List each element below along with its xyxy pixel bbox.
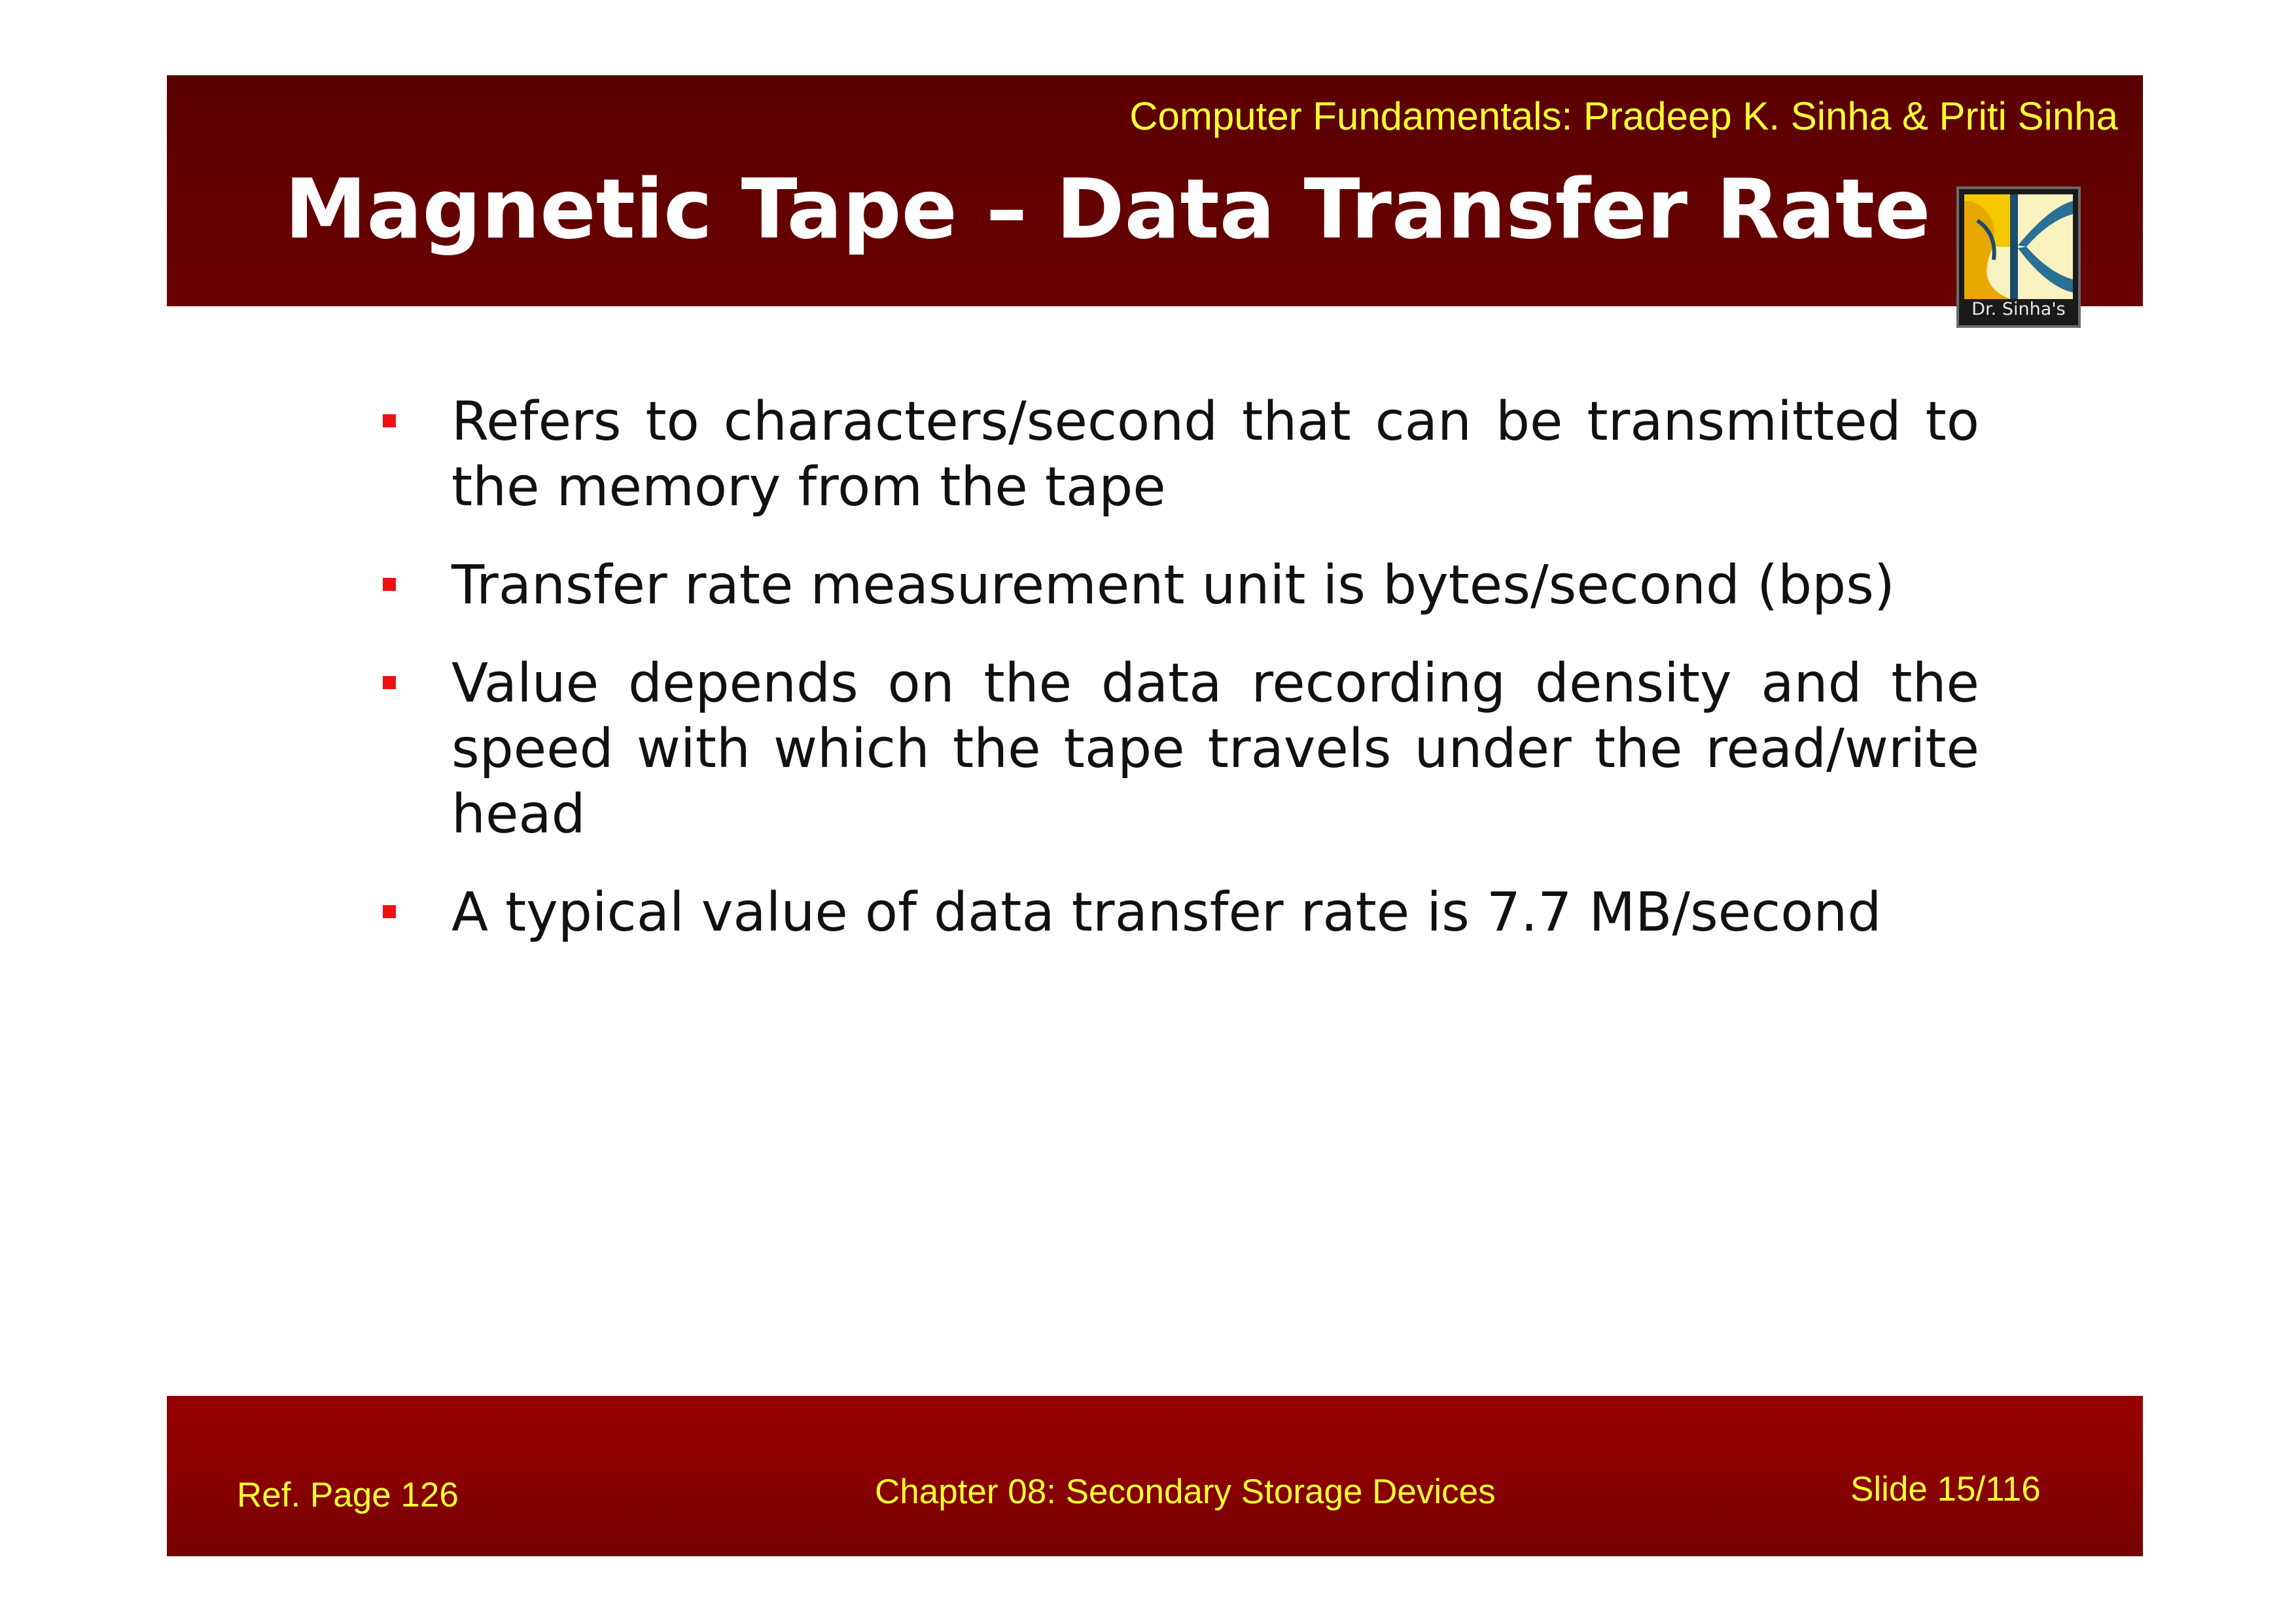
slide-footer: Ref. Page 126 Chapter 08: Secondary Stor… (167, 1396, 2143, 1556)
logo-emblem-icon (1964, 194, 2073, 299)
bullet-item: Value depends on the data recording dens… (376, 651, 1979, 847)
bullet-item: A typical value of data transfer rate is… (376, 880, 1979, 946)
slide-title: Magnetic Tape – Data Transfer Rate (285, 161, 1931, 257)
bullet-square-icon (383, 905, 396, 918)
book-credit: Computer Fundamentals: Pradeep K. Sinha … (1129, 94, 2118, 138)
slide-header: Computer Fundamentals: Pradeep K. Sinha … (167, 75, 2143, 306)
reference-page: Ref. Page 126 (237, 1476, 459, 1514)
bullet-square-icon (383, 676, 396, 689)
bullet-square-icon (383, 578, 396, 591)
bullet-text: Transfer rate measurement unit is bytes/… (451, 554, 1895, 616)
bullet-text: A typical value of data transfer rate is… (451, 882, 1882, 944)
dr-sinhas-logo: Dr. Sinha's (1956, 187, 2081, 328)
logo-caption: Dr. Sinha's (1971, 299, 2066, 319)
bullet-text: Value depends on the data recording dens… (451, 652, 1979, 846)
bullet-item: Transfer rate measurement unit is bytes/… (376, 553, 1979, 618)
slide-content: Refers to characters/second that can be … (376, 389, 1979, 978)
chapter-title: Chapter 08: Secondary Storage Devices (875, 1472, 1496, 1511)
bullet-square-icon (383, 414, 396, 427)
bullet-item: Refers to characters/second that can be … (376, 389, 1979, 520)
bullet-text: Refers to characters/second that can be … (451, 391, 1979, 518)
slide-number: Slide 15/116 (1850, 1470, 2041, 1508)
